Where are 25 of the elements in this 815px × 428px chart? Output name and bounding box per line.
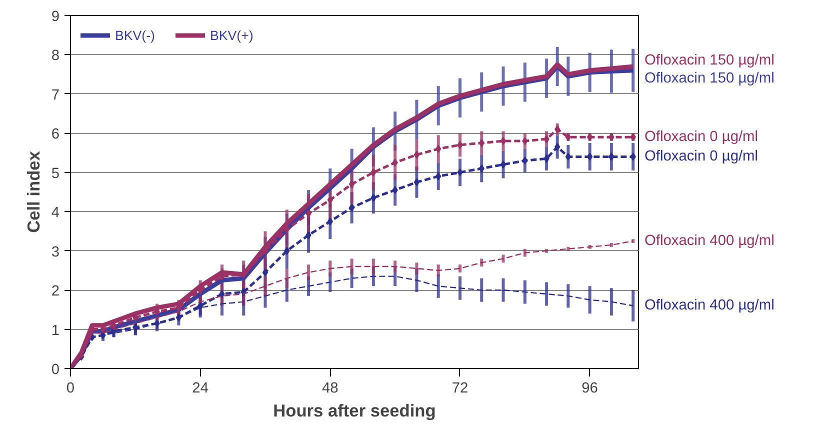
y-tick-label: 9 [51, 9, 60, 25]
x-tick-label: 0 [66, 380, 75, 396]
x-tick-label: 48 [322, 380, 338, 396]
text: Ofloxacin 0 µg/ml [644, 129, 758, 146]
y-tick-label: 2 [51, 284, 60, 300]
text: Ofloxacin 150 µg/ml [644, 70, 774, 86]
y-axis-title: Cell index [23, 150, 44, 233]
text: Ofloxacin 400 µg/ml [644, 233, 774, 250]
y-tick-label: 1 [51, 322, 60, 339]
x-tick-label: 96 [582, 380, 598, 396]
text: Ofloxacin 150 µg/ml [644, 52, 774, 69]
x-axis-title: Hours after seeding [273, 400, 436, 420]
x-tick-label: 24 [192, 380, 208, 396]
x-tick-label: 72 [452, 380, 468, 396]
y-tick-label: 0 [51, 362, 60, 378]
y-tick-label: 4 [51, 205, 60, 222]
y-tick-label: 3 [51, 244, 60, 260]
legend-label: BKV(+) [210, 28, 254, 42]
y-tick-label: 8 [51, 48, 60, 64]
y-tick-label: 5 [51, 166, 60, 182]
text: Ofloxacin 0 µg/ml [644, 148, 758, 165]
legend-label: BKV(-) [115, 28, 155, 42]
text: Ofloxacin 400 µg/ml [644, 298, 774, 314]
y-tick-label: 7 [51, 87, 60, 104]
y-tick-label: 6 [51, 126, 60, 143]
